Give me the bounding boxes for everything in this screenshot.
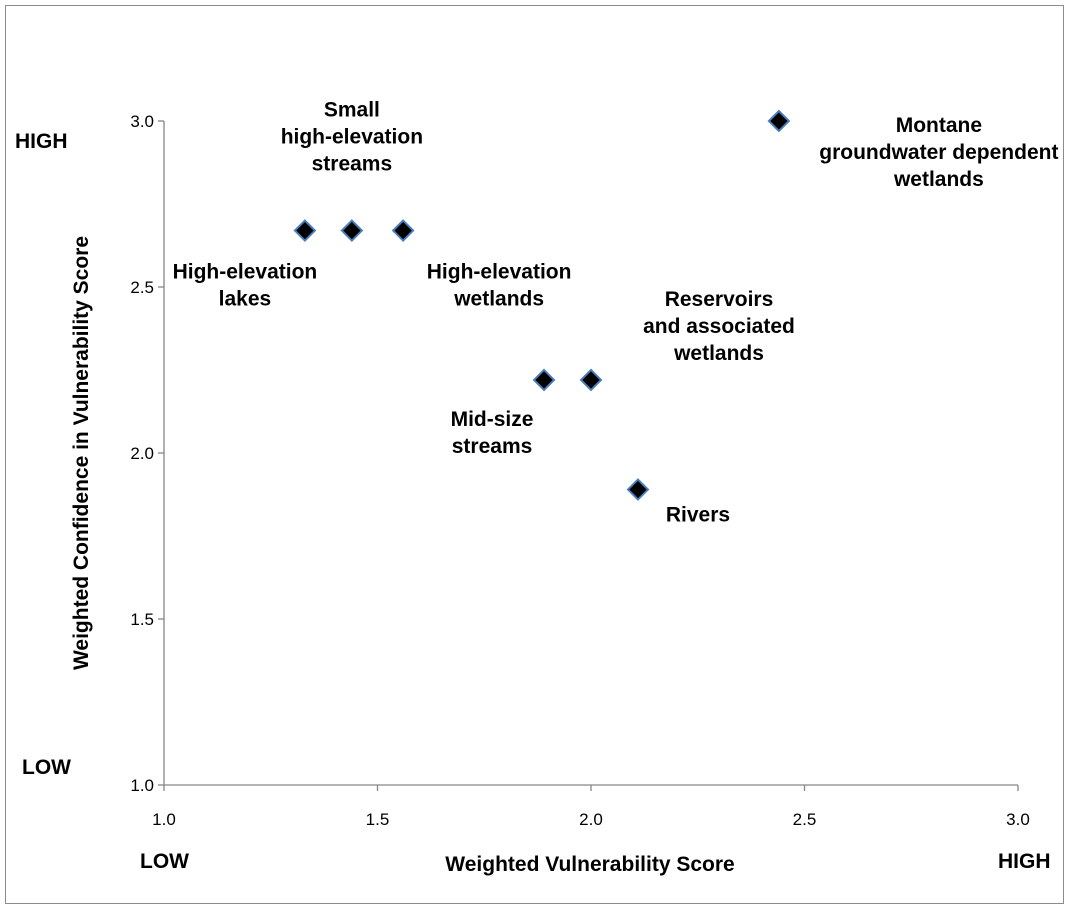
point-label-line: Rivers [666,504,730,527]
axes [163,121,1018,786]
point-label-line: wetlands [453,288,544,311]
y-axis-title: Weighted Confidence in Vulnerability Sco… [70,236,93,670]
data-point-5 [626,478,650,501]
y-tick-label: 3.0 [130,112,154,131]
ticks: 1.0 1.5 2.0 2.5 3.0 1.0 1.5 2.0 2.5 3.0 [130,112,1029,829]
point-label-line: wetlands [673,342,764,365]
point-label-line: and associated [643,315,795,338]
point-label: Small high-elevation streams [281,99,423,176]
data-point-4 [579,368,603,392]
y-axis-low-label: LOW [22,756,71,779]
point-label-line: wetlands [893,168,984,191]
data-point-6 [767,109,791,133]
x-axis-title: Weighted Vulnerability Score [445,853,734,876]
x-tick-label: 2.5 [793,810,817,829]
x-tick-label: 3.0 [1006,810,1030,829]
x-axis-low-label: LOW [140,850,189,873]
point-label-line: High-elevation [173,261,318,284]
point-label: Montane groundwater dependent wetlands [819,114,1058,191]
x-tick-label: 1.0 [152,810,176,829]
point-labels: High-elevation lakes Small high-elevation st… [173,99,1059,527]
x-tick-label: 1.5 [366,810,390,829]
y-tick-label: 2.0 [130,444,154,463]
point-label: Rivers [666,504,730,527]
data-point-1 [340,219,364,242]
data-point-0 [293,219,317,242]
point-label-line: Reservoirs [665,288,774,311]
y-tick-label: 1.5 [130,610,154,629]
point-label-line: High-elevation [427,261,572,284]
point-label-line: streams [452,435,533,458]
point-label-line: Small [324,99,380,122]
y-tick-label: 1.0 [130,776,154,795]
y-axis-high-label: HIGH [15,130,68,153]
y-tick-label: 2.5 [130,278,154,297]
point-label-line: Montane [896,114,982,137]
point-label: Reservoirs and associated wetlands [643,288,795,365]
point-label-line: high-elevation [281,126,423,149]
point-label-line: streams [312,153,393,176]
point-label-line: groundwater dependent [819,141,1058,164]
chart-frame [5,5,1064,904]
point-label: High-elevation lakes [173,261,318,311]
point-label-line: lakes [219,288,272,311]
point-label: High-elevation wetlands [427,261,572,311]
x-axis-high-label: HIGH [998,850,1051,873]
point-label-line: Mid-size [451,408,534,431]
data-points [293,109,791,501]
point-label: Mid-size streams [451,408,534,458]
data-point-3 [532,368,556,392]
x-tick-label: 2.0 [579,810,603,829]
data-point-2 [391,219,415,242]
